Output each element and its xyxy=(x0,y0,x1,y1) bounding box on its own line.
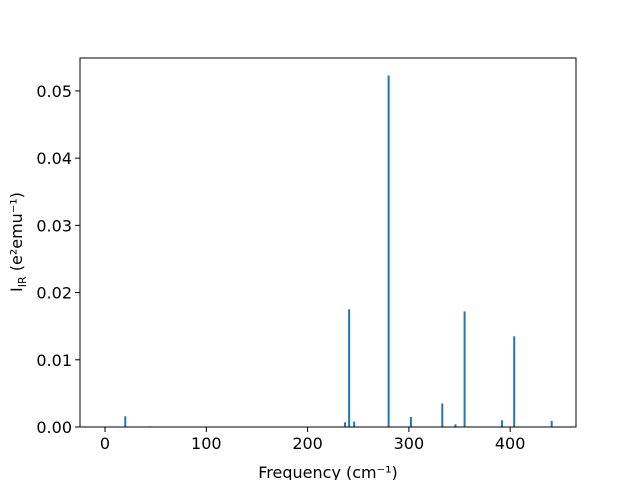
x-axis-label: Frequency (cm⁻¹) xyxy=(258,463,397,480)
plot-frame xyxy=(79,57,577,428)
y-tick-label: 0.05 xyxy=(36,82,72,101)
x-tick-label: 0 xyxy=(100,434,110,453)
y-axis-label: IIR (e²emu⁻¹) xyxy=(7,192,29,292)
bar xyxy=(513,336,516,427)
y-label-unit: (e²emu⁻¹) xyxy=(7,192,26,276)
bar xyxy=(124,416,127,427)
x-tick-label: 100 xyxy=(191,434,222,453)
x-tick-label: 400 xyxy=(495,434,526,453)
y-tick-label: 0.02 xyxy=(36,284,72,303)
y-tick-label: 0.03 xyxy=(36,216,72,235)
y-tick-label: 0.01 xyxy=(36,351,72,370)
x-tick-label: 200 xyxy=(292,434,323,453)
bar xyxy=(353,421,356,427)
y-tick-label: 0.00 xyxy=(36,418,72,437)
bar xyxy=(409,416,412,427)
y-label-main: I xyxy=(7,287,26,292)
y-label-sub: IR xyxy=(16,276,29,287)
bar xyxy=(550,420,553,427)
bar xyxy=(348,309,351,427)
bar xyxy=(463,311,466,427)
y-tick-label: 0.04 xyxy=(36,149,72,168)
bar xyxy=(441,403,444,427)
bar xyxy=(387,75,390,428)
bar xyxy=(454,424,457,427)
bar xyxy=(344,422,347,427)
bar xyxy=(501,420,504,427)
x-tick-label: 300 xyxy=(394,434,425,453)
